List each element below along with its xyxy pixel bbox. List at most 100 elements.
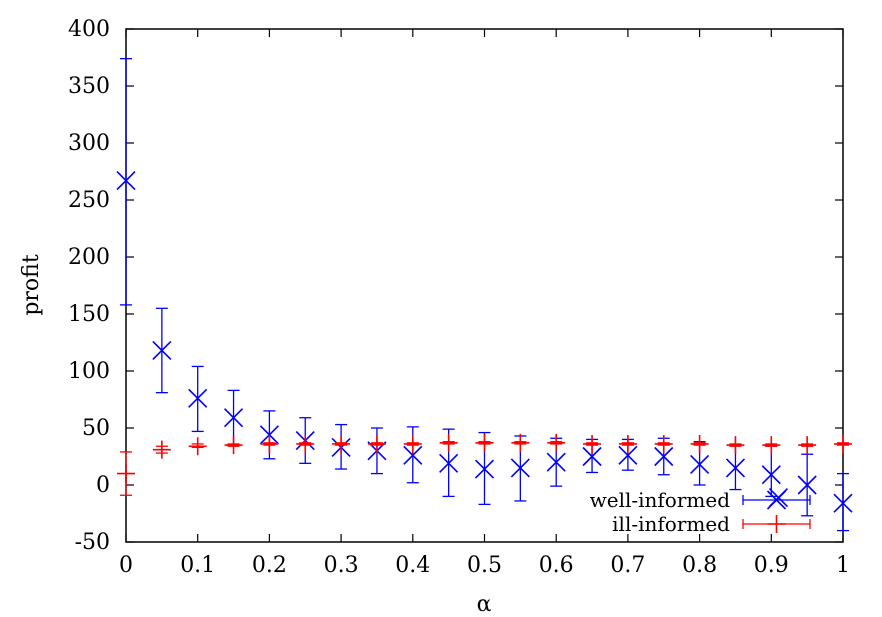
ill-informed-point [511,433,530,452]
ill-informed-point [690,434,709,453]
x-marker [833,493,853,513]
ill-informed-point [618,434,637,453]
x-marker [474,459,495,479]
legend-plus-marker [767,515,786,533]
y-tick-label: 400 [68,17,110,42]
plus-marker [224,436,243,455]
legend-label: ill-informed [612,512,730,536]
plus-marker [618,434,637,453]
x-marker [797,475,817,495]
x-marker [152,340,172,361]
x-marker [439,453,459,473]
y-tick-label: 50 [82,416,110,441]
x-marker [259,425,279,445]
y-tick-label: 150 [68,302,110,327]
ill-informed-point [403,434,422,453]
ill-informed-point [188,437,207,456]
ill-informed-point [726,436,745,455]
ill-informed-point [260,434,279,453]
plus-marker [439,433,458,452]
plus-marker [762,436,781,455]
plus-marker [726,436,745,455]
y-tick-label: 200 [68,245,110,270]
well-informed-point [833,472,853,532]
x-marker [403,445,423,465]
y-tick-label: 250 [68,188,110,213]
y-axis-title: profit [19,254,44,316]
plus-marker [798,436,817,455]
plus-marker [834,434,852,453]
plus-marker [475,433,494,452]
x-tick-label: 0.1 [180,553,215,578]
x-marker [690,454,710,475]
well-informed-point [582,438,602,474]
x-tick-label: 0.2 [252,553,287,578]
x-marker [546,452,566,472]
x-tick-label: 1 [836,553,850,578]
plus-marker [152,440,171,459]
plus-marker [296,434,315,453]
x-tick-label: 0.6 [539,553,574,578]
plus-marker [260,434,279,453]
x-marker [725,458,746,478]
series-ill-informed [117,433,852,496]
x-tick-label: 0.7 [610,553,645,578]
plus-marker [583,434,602,453]
x-marker [188,388,208,408]
ill-informed-point [654,434,673,453]
x-tick-label: 0.3 [324,553,359,578]
y-tick-label: 350 [68,74,110,99]
x-tick-label: 0 [119,553,133,578]
x-axis-ticks: 0 0.1 0.2 0.3 0.4 0.5 0.6 0.7 0.8 0.9 1 [119,29,850,578]
x-marker [510,458,530,478]
series-layer [116,57,853,532]
y-tick-label: 0 [96,473,110,498]
ill-informed-point [332,434,351,453]
ill-informed-point [439,433,458,452]
x-marker [654,446,674,467]
plus-marker [188,437,207,456]
ill-informed-point [152,440,171,459]
ill-informed-point [583,434,602,453]
well-informed-point [152,307,172,394]
plus-marker [654,434,673,453]
x-tick-label: 0.8 [682,553,717,578]
x-marker [618,445,638,465]
ill-informed-point [798,436,817,455]
y-axis-ticks: 400 350 300 250 200 150 100 50 0 -50 [68,17,843,555]
ill-informed-point [117,451,135,496]
plus-marker [403,434,422,453]
x-tick-label: 0.9 [754,553,789,578]
ill-informed-point [224,436,243,455]
x-marker [223,408,244,428]
y-tick-label: 100 [68,359,110,384]
legend-x-marker [766,490,787,510]
plus-marker [547,433,566,452]
plus-marker [511,433,530,452]
x-tick-label: 0.5 [467,553,502,578]
x-tick-label: 0.4 [395,553,430,578]
x-marker [761,465,781,485]
y-tick-label: -50 [75,530,110,555]
legend-label: well-informed [590,488,731,512]
x-marker [116,171,136,191]
plus-marker [367,434,386,453]
ill-informed-point [296,434,315,453]
well-informed-point [797,453,817,517]
ill-informed-point [367,434,386,453]
series-well-informed [116,57,853,532]
x-marker [582,446,602,467]
x-axis-title: α [477,592,492,617]
well-informed-point [188,365,208,433]
plus-marker [690,434,709,453]
ill-informed-point [547,433,566,452]
y-tick-label: 300 [68,131,110,156]
plus-marker [332,434,351,453]
ill-informed-point [475,433,494,452]
ill-informed-point [762,436,781,455]
well-informed-point [116,57,136,306]
legend-entry-well-informed: well-informed [590,488,811,512]
plus-marker [117,464,135,483]
